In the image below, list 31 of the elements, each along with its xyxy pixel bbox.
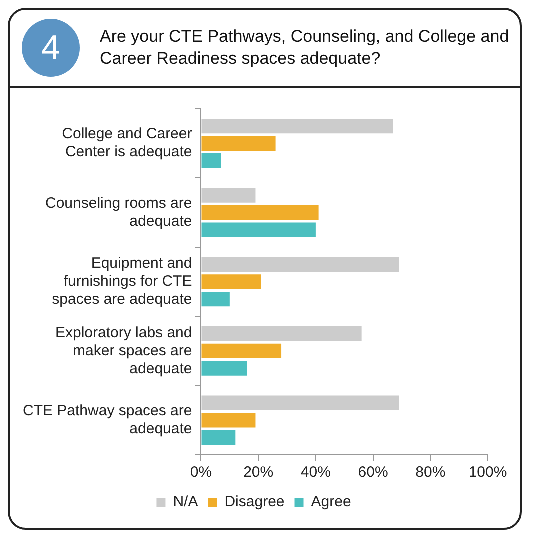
x-tick-label: 60% — [358, 464, 388, 482]
y-tick-label: CTE Pathway spaces are adequate — [22, 402, 192, 438]
bar — [202, 136, 276, 151]
chart-title: Are your CTE Pathways, Counseling, and College and Career Readiness spaces adequate? — [100, 26, 510, 70]
y-tick-label: Equipment and furnishings for CTE spaces are adequate — [52, 255, 192, 308]
x-tick-label: 0% — [190, 464, 212, 482]
y-tick-label: Counseling rooms are adequate — [45, 194, 192, 230]
x-tick-label: 80% — [416, 464, 446, 482]
bar — [202, 292, 230, 307]
bar — [202, 396, 400, 410]
legend-label: N/A — [173, 494, 198, 511]
bar — [202, 326, 362, 342]
bar — [202, 361, 248, 376]
bar — [202, 430, 236, 446]
bar — [202, 118, 394, 134]
y-tick-label: College and Career Center is adequate — [62, 126, 192, 161]
bar — [202, 222, 316, 238]
bar — [202, 344, 282, 359]
bar — [202, 274, 262, 290]
x-tick-label: 40% — [300, 464, 331, 482]
bar — [202, 154, 222, 168]
bar — [202, 188, 256, 203]
bar — [202, 257, 400, 272]
legend-label: Agree — [311, 494, 352, 511]
y-tick-label: Exploratory labs and maker spaces are adequate — [55, 324, 192, 378]
x-tick-label: 100% — [468, 464, 508, 482]
bar — [202, 205, 319, 220]
x-tick-label: 20% — [244, 464, 274, 482]
circle-badge: 4 — [22, 19, 80, 77]
legend-label: Disagree — [224, 494, 285, 511]
bar — [202, 413, 256, 428]
